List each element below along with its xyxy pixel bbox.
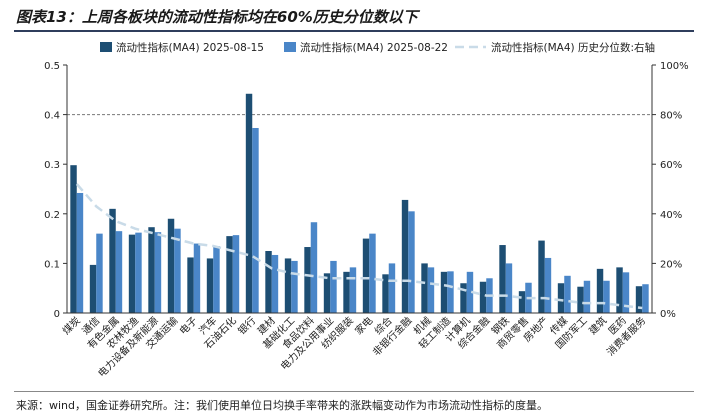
bar-series1 [635, 286, 643, 313]
bar-series1 [265, 251, 272, 313]
bar-series1 [362, 238, 370, 313]
bar-series1 [343, 271, 350, 313]
bar-series2 [447, 271, 454, 313]
page-title: 图表13：上周各板块的流动性指标均在60%历史分位数以下 [16, 8, 418, 26]
bar-series1 [538, 240, 545, 313]
axes: 0 0.1 0.2 0.3 0.4 0.5 0% 20% 40% 60% 80% 100% [44, 61, 689, 320]
source-note: 来源：wind，国金证券研究所。注：我们使用单位日均换手率带来的涨跌幅变动作为市… [16, 399, 549, 412]
x-tick-label: 银行 [235, 314, 258, 337]
x-tick-label: 煤炭 [60, 314, 83, 337]
bar-series2 [369, 233, 376, 313]
bar-series1 [284, 258, 292, 313]
bar-series1 [616, 267, 623, 313]
bar-series2 [642, 284, 649, 313]
x-axis-labels: 煤炭通信有色金属农林牧渔电力设备及新能源交通运输电子汽车石油石化银行建材基础化工… [60, 314, 649, 380]
bar-series1 [304, 247, 311, 313]
bar-series1 [518, 291, 526, 313]
title-bar: 图表13：上周各板块的流动性指标均在60%历史分位数以下 [0, 0, 705, 33]
bar-series1 [557, 283, 565, 313]
y-left-tick-label: 0.1 [44, 259, 60, 270]
y-right-tick-label: 40% [660, 210, 682, 221]
bar-series2 [271, 254, 279, 313]
bar-series2 [213, 246, 220, 313]
bar-series2 [388, 263, 396, 313]
chart: 流动性指标(MA4) 2025-08-15 流动性指标(MA4) 2025-08-… [44, 41, 689, 380]
x-tick-label: 电子 [177, 314, 200, 337]
bar-series1 [109, 208, 116, 313]
bar-series1 [382, 274, 389, 313]
bar-series2 [349, 267, 357, 313]
bar-series1 [167, 218, 175, 313]
y-right-tick-label: 20% [660, 259, 682, 270]
y-left-tick-label: 0.2 [44, 210, 60, 221]
bar-series1 [577, 286, 584, 313]
bar-series2 [544, 257, 552, 313]
bar-series1 [187, 257, 194, 313]
bar-series1 [499, 245, 506, 313]
percentile-line [75, 183, 643, 310]
bar-series2 [505, 263, 513, 313]
bar-series1 [596, 268, 604, 313]
y-left-tick-label: 0.3 [44, 160, 60, 171]
bar-series1 [460, 283, 467, 313]
legend: 流动性指标(MA4) 2025-08-15 流动性指标(MA4) 2025-08-… [100, 41, 655, 54]
bar-series1 [206, 258, 214, 313]
bar-series2 [466, 271, 474, 313]
x-tick-label: 建筑 [586, 314, 609, 337]
y-right-tick-label: 100% [660, 61, 689, 72]
bar-series2 [408, 211, 415, 313]
legend-swatch-series2 [284, 42, 296, 52]
bar-series1 [70, 165, 77, 313]
bar-series1 [479, 281, 487, 313]
bars [70, 93, 649, 313]
title-rule [14, 30, 694, 32]
legend-label-series1: 流动性指标(MA4) 2025-08-15 [116, 41, 264, 54]
bar-series2 [583, 280, 591, 313]
percentile-series-line [75, 183, 643, 310]
bar-series1 [421, 263, 428, 313]
legend-label-series3: 流动性指标(MA4) 历史分位数:右轴 [491, 41, 655, 54]
y-right-tick-label: 80% [660, 111, 682, 122]
bar-series2 [622, 272, 630, 313]
legend-label-series2: 流动性指标(MA4) 2025-08-22 [300, 41, 448, 54]
y-left-tick-label: 0 [54, 309, 60, 320]
bar-series2 [252, 127, 259, 313]
bar-series2 [310, 222, 318, 313]
bar-series1 [226, 236, 233, 313]
bar-series2 [154, 232, 162, 313]
bar-series2 [135, 232, 142, 313]
bar-series1 [245, 93, 253, 313]
bar-series2 [330, 260, 337, 313]
bottom-rule [14, 391, 694, 392]
y-left-tick-label: 0.5 [44, 61, 60, 72]
y-right-tick-label: 0% [660, 309, 676, 320]
bar-series2 [174, 228, 181, 313]
bar-series2 [76, 192, 84, 313]
bar-series1 [128, 234, 136, 313]
bar-series1 [323, 273, 331, 313]
bar-series2 [564, 275, 571, 313]
x-tick-label: 家电 [352, 314, 375, 337]
bar-series1 [148, 227, 155, 313]
bar-series2 [232, 235, 240, 313]
bar-series2 [603, 280, 610, 313]
bar-series1 [440, 271, 448, 313]
bar-series2 [291, 260, 298, 313]
bar-series2 [96, 233, 103, 313]
y-left-tick-label: 0.4 [44, 111, 60, 122]
bar-series1 [401, 199, 409, 313]
bar-series1 [89, 264, 97, 313]
legend-swatch-series1 [100, 42, 112, 52]
bar-series2 [115, 231, 123, 313]
bar-series2 [427, 267, 435, 313]
y-right-tick-label: 60% [660, 160, 682, 171]
bar-series2 [193, 243, 201, 313]
